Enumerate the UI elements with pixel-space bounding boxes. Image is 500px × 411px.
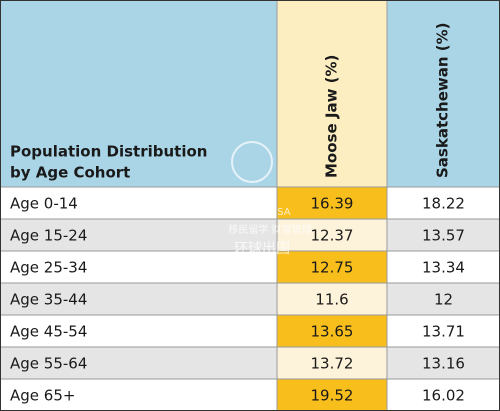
watermark-logo (231, 141, 273, 183)
cell-bg (276, 314, 388, 348)
header-cell (0, 0, 277, 187)
row-label: Age 55-64 (10, 355, 87, 373)
cell-bg (386, 282, 500, 316)
cell-bg (276, 282, 388, 316)
row-label: Age 35-44 (10, 291, 87, 309)
header-cell (277, 0, 387, 187)
watermark-text: GLOBEVISA (233, 207, 290, 218)
cell-bg (386, 186, 500, 220)
cell-bg (0, 378, 278, 411)
cell-value: 18.22 (422, 195, 465, 213)
cell-value: 11.6 (315, 291, 348, 309)
header-label: Population Distribution (10, 143, 207, 161)
row-label: Age 65+ (10, 387, 75, 405)
cell-bg (0, 314, 278, 348)
cell-value: 13.72 (311, 355, 354, 373)
cell-bg (386, 378, 500, 411)
row-label: Age 15-24 (10, 227, 87, 245)
header-label: by Age Cohort (10, 164, 130, 182)
row-label: Age 25-34 (10, 259, 87, 277)
cell-value: 12 (434, 291, 453, 309)
cell-bg (276, 378, 388, 411)
cell-bg (0, 282, 278, 316)
cell-bg (276, 346, 388, 380)
cell-bg (276, 250, 388, 284)
cell-value: 16.02 (422, 387, 465, 405)
row-label: Age 0-14 (10, 195, 78, 213)
header-label: Saskatchewan (%) (434, 23, 452, 179)
watermark-text: 移民留学 财富管理 (228, 223, 311, 236)
cell-value: 13.65 (311, 323, 354, 341)
cell-bg (386, 346, 500, 380)
cell-bg (386, 314, 500, 348)
cell-value: 13.16 (422, 355, 465, 373)
cell-value: 13.57 (422, 227, 465, 245)
cell-bg (0, 250, 278, 284)
header-cell (387, 0, 500, 187)
cell-value: 19.52 (311, 387, 354, 405)
cell-value: 16.39 (311, 195, 354, 213)
watermark: GLOBEVISA 移民留学 财富管理 环球出国 (228, 141, 312, 257)
cell-value: 13.34 (422, 259, 465, 277)
row-label: Age 45-54 (10, 323, 87, 341)
watermark-text: 环球出国 (234, 241, 290, 257)
cell-value: 13.71 (422, 323, 465, 341)
header-label: Moose Jaw (%) (323, 55, 341, 178)
cell-value: 12.37 (311, 227, 354, 245)
cell-value: 12.75 (311, 259, 354, 277)
